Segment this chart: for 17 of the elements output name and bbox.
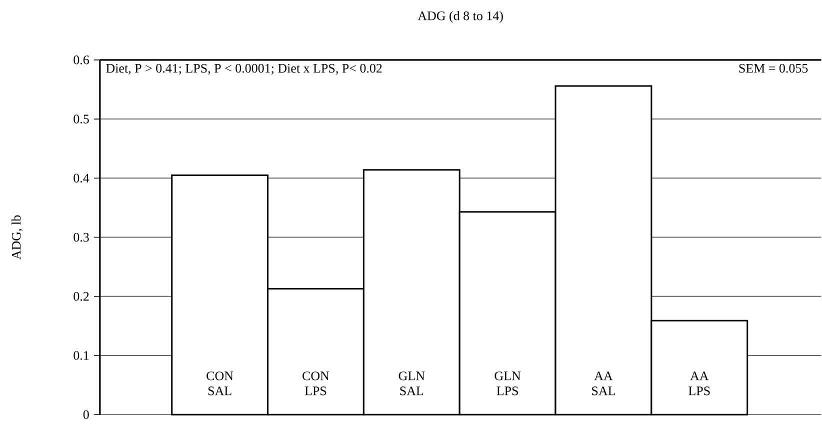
- x-tick-label: GLN SAL: [398, 372, 425, 396]
- x-tick-label: AA SAL: [592, 372, 615, 396]
- y-tick-label: 0.6: [74, 56, 90, 65]
- x-tick-label: CON SAL: [206, 372, 234, 396]
- y-tick-label: 0.2: [74, 292, 89, 301]
- y-tick-label: 0.5: [74, 114, 89, 124]
- x-tick-label: AA LPS: [688, 372, 710, 396]
- x-tick-label: CON LPS: [302, 372, 330, 396]
- y-tick-label: 0: [83, 410, 89, 420]
- y-tick-label: 0.4: [74, 174, 90, 183]
- y-axis-title: ADG, lb: [12, 216, 23, 260]
- y-tick-label: 0.3: [74, 233, 89, 242]
- annotation: Diet, P > 0.41; LPS, P < 0.0001; Diet x LPS, P< 0.02: [106, 64, 382, 75]
- annotation: SEM = 0.055: [739, 64, 808, 73]
- x-tick-label: GLN LPS: [494, 372, 521, 396]
- y-tick-label: 0.1: [74, 351, 89, 360]
- chart-title: ADG (d 8 to 14): [418, 11, 503, 24]
